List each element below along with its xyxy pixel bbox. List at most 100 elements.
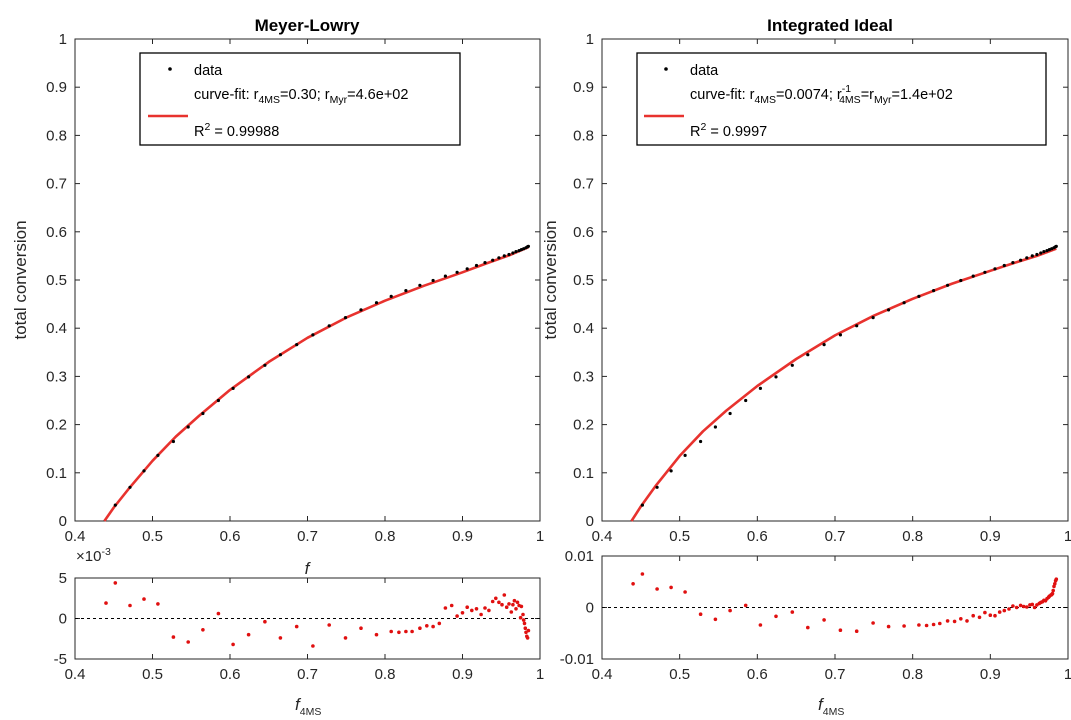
legend-data-label: data [690, 63, 719, 79]
data-point [263, 363, 267, 367]
data-point [443, 606, 448, 610]
data-point [924, 623, 929, 628]
data-point [855, 324, 859, 328]
data-point [854, 629, 859, 633]
data-point [1039, 251, 1043, 255]
data-point [374, 301, 379, 305]
x-tick-label: 0.9 [980, 528, 1001, 545]
data-point [474, 263, 479, 268]
data-point [374, 632, 379, 637]
y-tick-label: 0.4 [46, 320, 67, 337]
data-point [983, 610, 987, 615]
data-point [965, 619, 969, 623]
data-point [487, 608, 491, 613]
data-point [490, 599, 495, 604]
data-point [945, 619, 950, 623]
x-axis-label: f4MS [295, 695, 321, 718]
x-tick-label: 1 [536, 666, 544, 683]
y-tick-label: 0.2 [573, 417, 594, 434]
panel-title: Meyer-Lowry [255, 16, 360, 35]
data-marks [75, 581, 540, 648]
x-tick-label: 0.6 [220, 666, 241, 683]
data-point [104, 601, 108, 605]
data-point [327, 324, 331, 328]
legend: data curve-fit: r4MS=0.0074; r-1 4MS=rMyr… [636, 52, 1047, 146]
data-point [838, 333, 843, 337]
data-point [713, 425, 718, 429]
y-tick-label: 0.2 [46, 417, 67, 434]
data-point [774, 375, 778, 379]
data-point [418, 626, 422, 630]
y-tick-label: 0 [586, 600, 594, 617]
data-point [1042, 250, 1046, 254]
axis-ticks: 0.4 0.5 0.6 0.7 0.8 0.9 1 0 0.1 0.2 0.3 0.4 0.5 0.6 0.… [46, 31, 544, 545]
data-point [1054, 244, 1058, 248]
fit-curve [630, 247, 1057, 522]
data-point [946, 283, 950, 287]
data-point [263, 619, 267, 624]
data-point [519, 604, 524, 609]
data-point [983, 270, 987, 274]
x-tick-label: 0.5 [669, 666, 690, 683]
data-point [359, 308, 363, 312]
data-point [1045, 249, 1049, 253]
x-tick-label: 0.5 [669, 528, 690, 545]
data-point [790, 363, 794, 367]
y-tick-label: 0.8 [46, 127, 67, 144]
data-point [886, 624, 891, 629]
data-point [932, 289, 936, 293]
data-point [294, 624, 299, 629]
x-tick-label: 1 [536, 528, 544, 545]
data-point [502, 593, 507, 597]
data-point [128, 485, 132, 489]
data-point [359, 626, 363, 630]
data-point [1035, 252, 1039, 257]
data-point [959, 617, 963, 621]
meyer-lowry-panel: Meyer-Lowry total conversion f 0.4 0.5 0.6… [11, 16, 544, 578]
x-tick-label: 0.9 [452, 528, 473, 545]
data-point [460, 611, 465, 615]
y-tick-label: 0 [586, 513, 594, 530]
y-tick-label: 0.7 [46, 176, 67, 193]
data-point [397, 630, 401, 635]
y-tick-label: 0 [59, 611, 67, 628]
x-tick-label: 0.4 [65, 666, 86, 683]
data-point [1054, 577, 1059, 581]
data-point [655, 485, 659, 489]
x-tick-label: 0.7 [825, 528, 846, 545]
x-axis-label: f4MS [818, 695, 844, 718]
data-point [171, 439, 175, 444]
data-point [465, 605, 470, 609]
data-point [959, 278, 963, 283]
y-tick-label: 1 [586, 31, 594, 48]
data-point [156, 602, 160, 606]
legend-r-squared: R2 = 0.9997 [690, 121, 767, 140]
data-point [1025, 605, 1029, 609]
data-point [186, 640, 190, 644]
data-point [806, 353, 810, 357]
data-point [525, 636, 530, 640]
data-point [774, 614, 778, 619]
data-point [514, 607, 518, 611]
data-point [971, 613, 975, 618]
x-tick-label: 0.6 [220, 528, 241, 545]
data-point [500, 602, 504, 607]
data-point [917, 294, 921, 298]
data-point [443, 274, 447, 278]
data-point [631, 582, 635, 586]
data-point [523, 626, 528, 630]
y-tick-label: -5 [54, 651, 67, 668]
data-point [404, 289, 408, 293]
data-point [698, 612, 703, 616]
y-tick-label: 0.9 [573, 79, 594, 96]
x-tick-label: 0.4 [65, 528, 86, 545]
data-point [295, 343, 299, 347]
x-tick-label: 0.8 [375, 528, 396, 545]
data-point [699, 439, 703, 444]
data-point [640, 503, 645, 507]
legend-r-squared: R2 = 0.99988 [194, 121, 279, 140]
data-point [156, 453, 160, 457]
data-point [201, 411, 205, 416]
x-tick-label: 0.7 [297, 666, 318, 683]
